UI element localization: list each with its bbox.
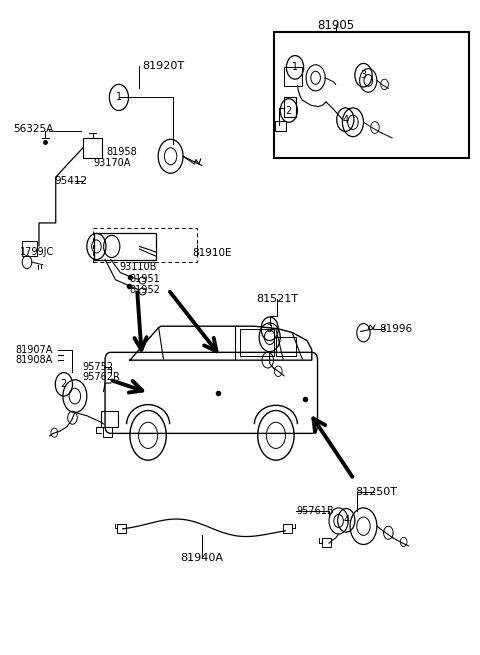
Text: 95412: 95412	[55, 176, 88, 186]
Bar	[101, 411, 118, 427]
Text: 81996: 81996	[379, 324, 412, 334]
Text: 95761B: 95761B	[297, 506, 334, 515]
Text: 1: 1	[116, 92, 122, 102]
Text: 81958: 81958	[106, 147, 137, 157]
Text: 2: 2	[61, 379, 67, 389]
Text: 2: 2	[286, 105, 292, 115]
Bar	[103, 427, 112, 438]
Bar	[117, 523, 126, 533]
Text: 81920T: 81920T	[143, 61, 184, 71]
Bar	[284, 98, 297, 117]
Text: 81250T: 81250T	[355, 487, 397, 497]
Bar	[94, 233, 156, 259]
Text: 81907A: 81907A	[15, 345, 52, 355]
Text: 93170A: 93170A	[93, 158, 131, 168]
Bar	[276, 337, 296, 356]
Text: 81908A: 81908A	[15, 355, 52, 365]
Bar	[93, 228, 197, 262]
Text: 93110B: 93110B	[120, 263, 157, 272]
Text: 1: 1	[292, 62, 298, 72]
Text: 4: 4	[342, 115, 348, 124]
Text: 56325A: 56325A	[13, 124, 53, 134]
Bar	[276, 121, 286, 132]
Bar	[240, 329, 274, 356]
Text: 81905: 81905	[317, 19, 354, 32]
Text: 3: 3	[360, 70, 367, 80]
Bar	[323, 538, 331, 547]
Bar	[83, 138, 102, 158]
Text: 81940A: 81940A	[180, 553, 223, 563]
Text: 81910E: 81910E	[192, 248, 232, 258]
Text: 1799JC: 1799JC	[20, 248, 54, 257]
Text: 81521T: 81521T	[256, 294, 299, 305]
Bar	[283, 523, 292, 533]
Text: 3: 3	[266, 324, 273, 334]
Bar	[284, 67, 302, 86]
Bar	[22, 241, 36, 255]
Text: 95762R: 95762R	[82, 372, 120, 382]
Text: 81952: 81952	[129, 284, 160, 295]
Text: 81951: 81951	[129, 274, 160, 284]
Bar	[274, 32, 469, 158]
Text: 95752: 95752	[82, 362, 113, 372]
Text: 4: 4	[343, 515, 349, 525]
